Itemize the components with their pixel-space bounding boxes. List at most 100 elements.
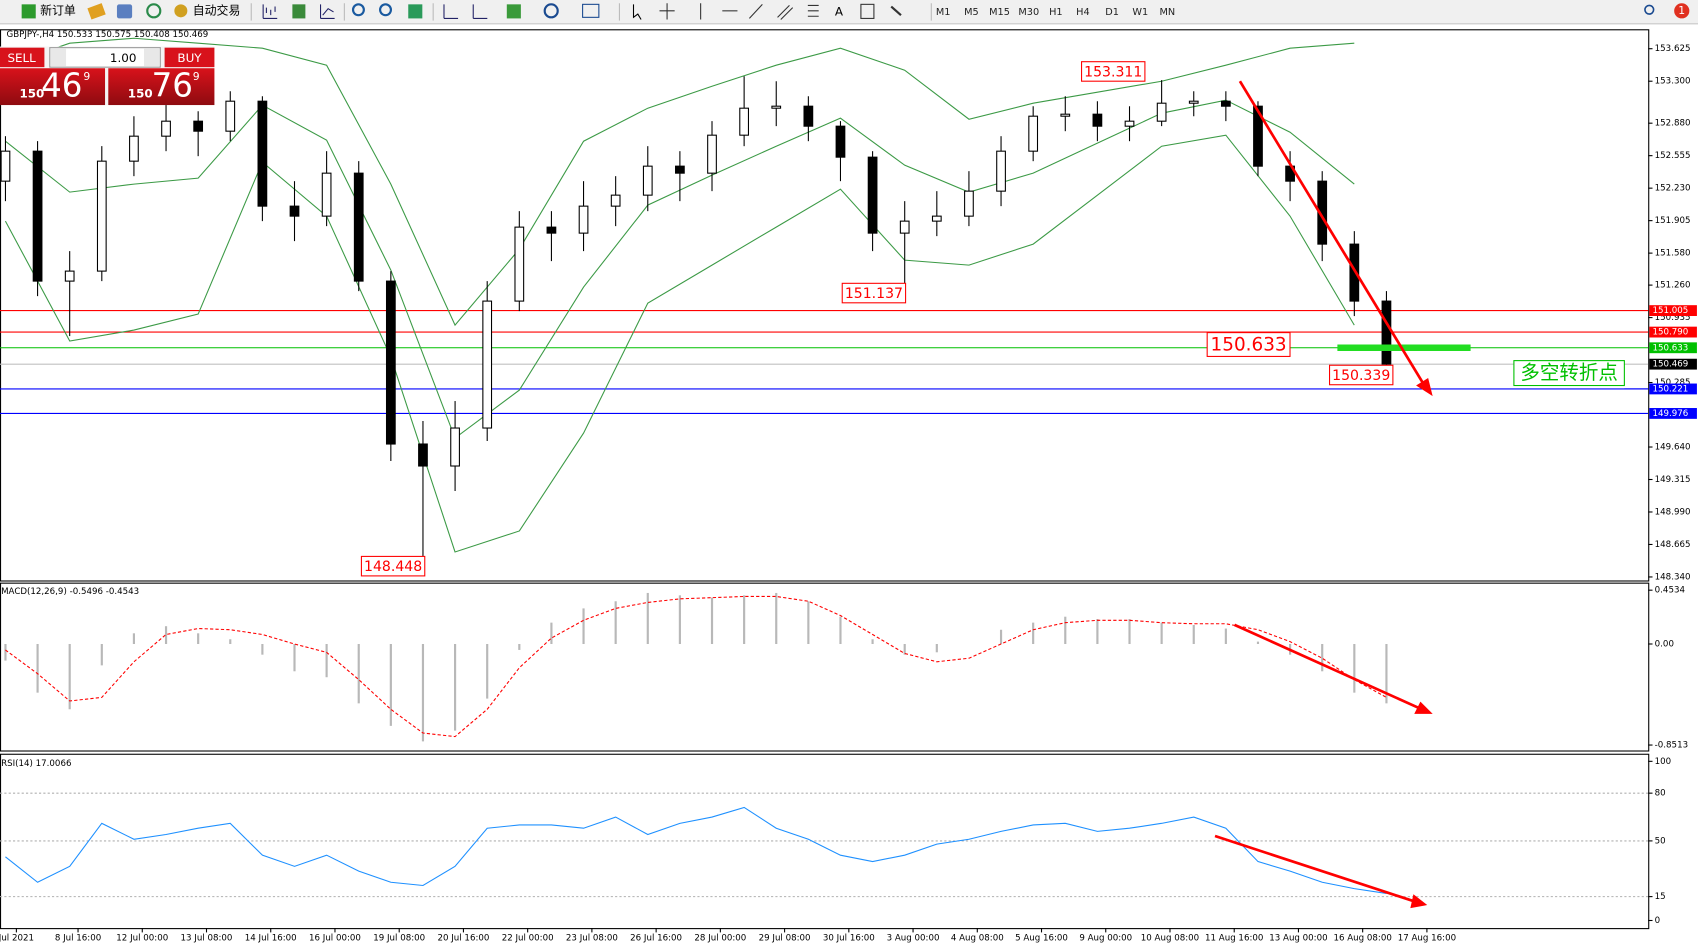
- price-level-label: 150.469: [1653, 360, 1689, 370]
- timeframe-button[interactable]: M30: [1018, 7, 1039, 18]
- rsi-title: RSI(14) 17.0066: [1, 759, 71, 769]
- buy-button[interactable]: [164, 47, 215, 68]
- candle-body: [1060, 113, 1071, 117]
- price-level-badge: [1649, 326, 1697, 338]
- timeframe-button[interactable]: H4: [1076, 7, 1090, 18]
- price-annotation: 151.137: [845, 286, 903, 302]
- notification-badge[interactable]: [1674, 3, 1690, 19]
- candle-body: [1381, 300, 1392, 365]
- templates-icon[interactable]: [582, 3, 600, 18]
- arrows-icon[interactable]: [890, 5, 902, 16]
- x-tick-label: 19 Jul 08:00: [373, 933, 425, 943]
- icon[interactable]: [146, 3, 162, 19]
- candle-body: [931, 215, 942, 222]
- x-tick-label: 12 Jul 00:00: [116, 933, 168, 943]
- arrow-head: [1410, 894, 1428, 909]
- candle-body: [1317, 180, 1328, 245]
- note-box: [1513, 360, 1625, 387]
- x-tick-label: 29 Jul 08:00: [759, 933, 811, 943]
- turning-point-note: 多空转折点: [1520, 361, 1617, 384]
- candle-body: [418, 443, 428, 467]
- text-tool[interactable]: A: [835, 4, 844, 18]
- bar-chart-icon[interactable]: [262, 4, 278, 19]
- y-tick-label: 153.300: [1655, 77, 1691, 87]
- y-tick-label: 15: [1655, 892, 1666, 902]
- y-tick-label: 100: [1655, 757, 1672, 767]
- x-tick-label: 22 Jul 00:00: [502, 933, 554, 943]
- candle-body: [771, 105, 782, 109]
- candle-body: [1124, 120, 1135, 127]
- y-tick-label: 151.905: [1655, 216, 1691, 226]
- macd-trend-arrow: [1233, 623, 1423, 711]
- y-tick-label: 148.340: [1655, 572, 1691, 582]
- x-tick-label: 16 Aug 08:00: [1333, 933, 1391, 943]
- y-tick-label: 50: [1655, 836, 1666, 846]
- price-level-badge: [1649, 305, 1697, 317]
- indicators-icon[interactable]: [506, 4, 521, 19]
- price-annotation: 153.311: [1084, 65, 1142, 81]
- candle-body: [1092, 113, 1103, 127]
- sell-price-box[interactable]: [0, 68, 106, 106]
- auto-trading-icon[interactable]: [174, 4, 188, 18]
- icon[interactable]: [87, 3, 106, 20]
- candle-body: [450, 427, 460, 467]
- sell-button[interactable]: [0, 47, 45, 68]
- main-panel-frame: [0, 29, 1650, 582]
- trendline-icon[interactable]: [748, 3, 763, 19]
- toolbar-icons: [21, 3, 1690, 21]
- timeframe-button[interactable]: W1: [1132, 7, 1148, 18]
- y-tick-label: 150.935: [1655, 313, 1691, 323]
- y-tick-label: 153.625: [1655, 44, 1691, 54]
- auto-trading-button[interactable]: 自动交易: [193, 3, 241, 17]
- candle-body: [289, 205, 300, 217]
- candle-body: [514, 226, 525, 302]
- x-tick-label: 20 Jul 16:00: [437, 933, 489, 943]
- scroll-icon[interactable]: [443, 4, 459, 19]
- bollinger-upper: [5, 37, 1355, 327]
- price-level-badge: [1649, 383, 1697, 395]
- timeframe-button[interactable]: M5: [964, 7, 979, 18]
- price-annotation: 150.339: [1332, 368, 1390, 384]
- y-tick-label: 152.880: [1655, 119, 1691, 129]
- timeframe-button[interactable]: H1: [1049, 7, 1063, 18]
- line-icon[interactable]: [319, 4, 335, 19]
- lot-field[interactable]: [49, 47, 161, 68]
- lot-up[interactable]: [144, 48, 160, 67]
- crosshair-icon[interactable]: [659, 3, 675, 20]
- candle-body: [546, 226, 557, 234]
- candle-body: [642, 165, 653, 196]
- timeframe-button[interactable]: D1: [1105, 7, 1119, 18]
- search-icon[interactable]: [1644, 4, 1655, 15]
- channel-icon[interactable]: [777, 5, 794, 20]
- x-tick-label: 11 Aug 16:00: [1205, 933, 1263, 943]
- new-order-button[interactable]: 新订单: [40, 3, 76, 17]
- y-tick-label: 151.580: [1655, 249, 1691, 259]
- fibo-icon[interactable]: [807, 4, 819, 17]
- x-tick-label: 30 Jul 16:00: [823, 933, 875, 943]
- lot-down[interactable]: [50, 48, 67, 67]
- cursor-icon[interactable]: [632, 4, 642, 20]
- timeframe-button[interactable]: M15: [989, 7, 1010, 18]
- y-tick-label: 148.990: [1655, 507, 1691, 517]
- icon[interactable]: [116, 4, 133, 19]
- candle-body: [64, 270, 75, 282]
- shift-icon[interactable]: [472, 4, 488, 19]
- new-order-icon[interactable]: [21, 4, 36, 19]
- tile-icon[interactable]: [408, 4, 423, 19]
- zoom-out-icon[interactable]: [379, 3, 393, 17]
- buy-price-box[interactable]: [108, 68, 215, 106]
- candle-body: [161, 120, 171, 137]
- periods-icon[interactable]: [543, 3, 559, 19]
- timeframe-button[interactable]: M1: [936, 7, 951, 18]
- candle-body: [1253, 105, 1263, 167]
- buy-price-prefix: 150: [128, 87, 153, 101]
- candle-body: [1220, 100, 1231, 107]
- timeframe-button[interactable]: MN: [1160, 7, 1176, 18]
- candle-icon[interactable]: [292, 4, 306, 19]
- zoom-in-icon[interactable]: [351, 3, 365, 17]
- label-icon[interactable]: [860, 3, 875, 19]
- candle-body: [996, 150, 1006, 192]
- x-tick-label: 26 Jul 16:00: [630, 933, 682, 943]
